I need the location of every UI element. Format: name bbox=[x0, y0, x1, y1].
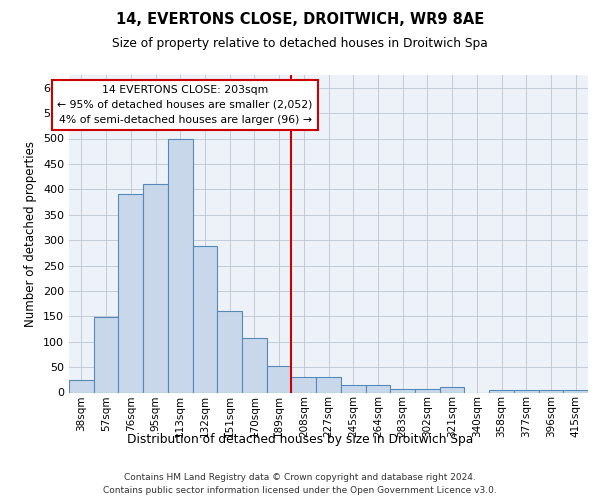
Bar bbox=[390, 389, 415, 392]
Bar bbox=[341, 385, 365, 392]
Bar bbox=[415, 389, 440, 392]
Bar bbox=[316, 378, 341, 392]
Bar bbox=[69, 380, 94, 392]
Text: 14, EVERTONS CLOSE, DROITWICH, WR9 8AE: 14, EVERTONS CLOSE, DROITWICH, WR9 8AE bbox=[116, 12, 484, 28]
Bar bbox=[440, 388, 464, 392]
Bar bbox=[118, 194, 143, 392]
Bar bbox=[193, 246, 217, 392]
Bar bbox=[242, 338, 267, 392]
Bar bbox=[563, 390, 588, 392]
Text: Contains public sector information licensed under the Open Government Licence v3: Contains public sector information licen… bbox=[103, 486, 497, 495]
Bar bbox=[365, 385, 390, 392]
Bar bbox=[168, 138, 193, 392]
Bar bbox=[539, 390, 563, 392]
Bar bbox=[292, 378, 316, 392]
Text: Size of property relative to detached houses in Droitwich Spa: Size of property relative to detached ho… bbox=[112, 38, 488, 51]
Text: 14 EVERTONS CLOSE: 203sqm
← 95% of detached houses are smaller (2,052)
4% of sem: 14 EVERTONS CLOSE: 203sqm ← 95% of detac… bbox=[58, 85, 313, 125]
Bar bbox=[489, 390, 514, 392]
Text: Distribution of detached houses by size in Droitwich Spa: Distribution of detached houses by size … bbox=[127, 432, 473, 446]
Bar bbox=[143, 184, 168, 392]
Bar bbox=[514, 390, 539, 392]
Y-axis label: Number of detached properties: Number of detached properties bbox=[25, 141, 37, 327]
Text: Contains HM Land Registry data © Crown copyright and database right 2024.: Contains HM Land Registry data © Crown c… bbox=[124, 472, 476, 482]
Bar bbox=[217, 311, 242, 392]
Bar bbox=[94, 318, 118, 392]
Bar bbox=[267, 366, 292, 392]
